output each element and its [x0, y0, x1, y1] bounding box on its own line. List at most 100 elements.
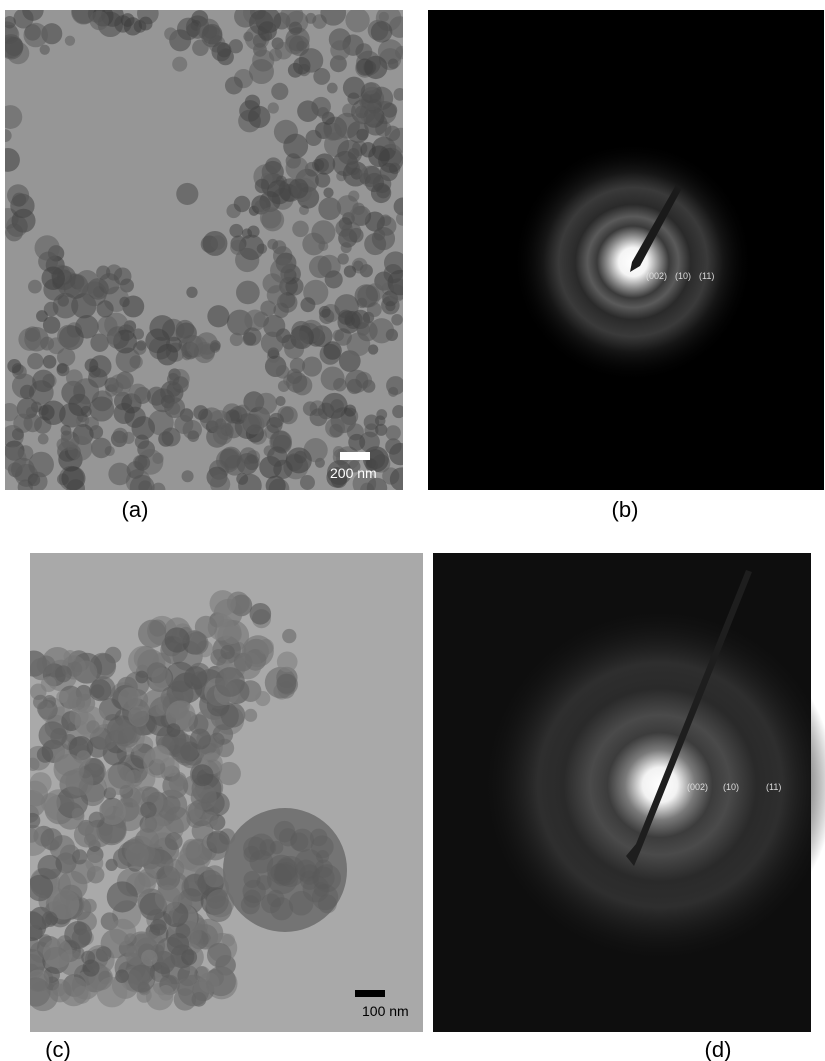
particle: [50, 728, 67, 745]
particle: [319, 306, 331, 318]
particle: [172, 57, 187, 72]
particle: [0, 403, 18, 421]
particle: [269, 413, 284, 428]
particle: [187, 430, 199, 442]
particle: [151, 745, 170, 764]
particle: [210, 474, 230, 494]
particle: [230, 333, 243, 346]
particle: [236, 281, 260, 305]
particle: [191, 784, 217, 810]
particle: [193, 405, 208, 420]
particle: [165, 832, 183, 850]
particle: [22, 0, 44, 21]
particle: [244, 709, 257, 722]
particle: [372, 227, 395, 250]
particle: [131, 416, 155, 440]
particle: [276, 365, 290, 379]
particle: [134, 455, 150, 471]
particle: [376, 184, 390, 198]
particle: [371, 21, 393, 43]
particle: [243, 890, 261, 908]
particle: [74, 822, 100, 848]
particle: [261, 332, 284, 355]
particle: [386, 425, 401, 440]
particle: [271, 83, 288, 100]
particle: [207, 943, 232, 968]
particle: [107, 881, 138, 912]
caption: (a): [122, 497, 149, 522]
particle: [149, 315, 175, 341]
particle: [220, 645, 234, 659]
particle: [149, 620, 166, 637]
particle: [364, 56, 387, 79]
particle: [255, 691, 270, 706]
particle: [267, 239, 278, 250]
particle: [158, 985, 174, 1001]
ring-label: (11): [766, 782, 781, 792]
caption: (d): [705, 1037, 732, 1061]
particle: [165, 627, 190, 652]
particle: [113, 428, 129, 444]
particle: [25, 326, 40, 341]
ring-label: (10): [675, 271, 691, 281]
particle: [109, 374, 131, 396]
particle: [365, 82, 377, 94]
particle: [172, 376, 189, 393]
particle: [83, 899, 97, 913]
particle: [199, 972, 219, 992]
particle: [66, 369, 83, 386]
particle: [385, 126, 400, 141]
particle: [119, 297, 129, 307]
particle: [375, 415, 386, 426]
particle: [167, 402, 180, 415]
particle: [22, 911, 42, 931]
particle: [176, 183, 198, 205]
particle: [234, 196, 250, 212]
particle: [325, 418, 345, 438]
ring-label: (11): [699, 271, 714, 281]
particle: [283, 134, 308, 159]
ring-label: (002): [646, 271, 667, 281]
particle: [360, 142, 375, 157]
particle: [43, 355, 57, 369]
particle: [300, 297, 315, 312]
particle: [99, 273, 120, 294]
particle: [219, 448, 241, 470]
particle: [164, 859, 184, 879]
particle: [28, 474, 40, 486]
particle: [388, 270, 413, 295]
particle: [56, 691, 68, 703]
particle: [344, 265, 356, 277]
particle: [167, 933, 189, 955]
particle: [105, 647, 121, 663]
particle: [32, 370, 55, 393]
particle: [150, 919, 167, 936]
particle: [41, 266, 64, 289]
particle: [348, 434, 365, 451]
particle: [204, 865, 226, 887]
particle: [244, 414, 265, 435]
particle: [244, 310, 265, 331]
particle: [27, 875, 54, 902]
particle: [229, 224, 243, 238]
particle: [59, 977, 89, 1007]
particle: [210, 342, 221, 353]
particle: [294, 849, 323, 878]
particle: [25, 813, 41, 829]
particle: [184, 874, 207, 897]
particle: [273, 460, 292, 479]
caption: (b): [612, 497, 639, 522]
particle: [357, 321, 378, 342]
particle: [7, 184, 29, 206]
particle: [390, 467, 414, 491]
particle: [225, 77, 243, 95]
particle: [141, 950, 157, 966]
particle: [270, 258, 295, 283]
particle: [182, 470, 194, 482]
particle: [162, 427, 181, 446]
particle: [213, 724, 234, 745]
particle: [96, 946, 112, 962]
particle: [392, 405, 405, 418]
particle: [279, 828, 297, 846]
particle: [26, 407, 37, 418]
